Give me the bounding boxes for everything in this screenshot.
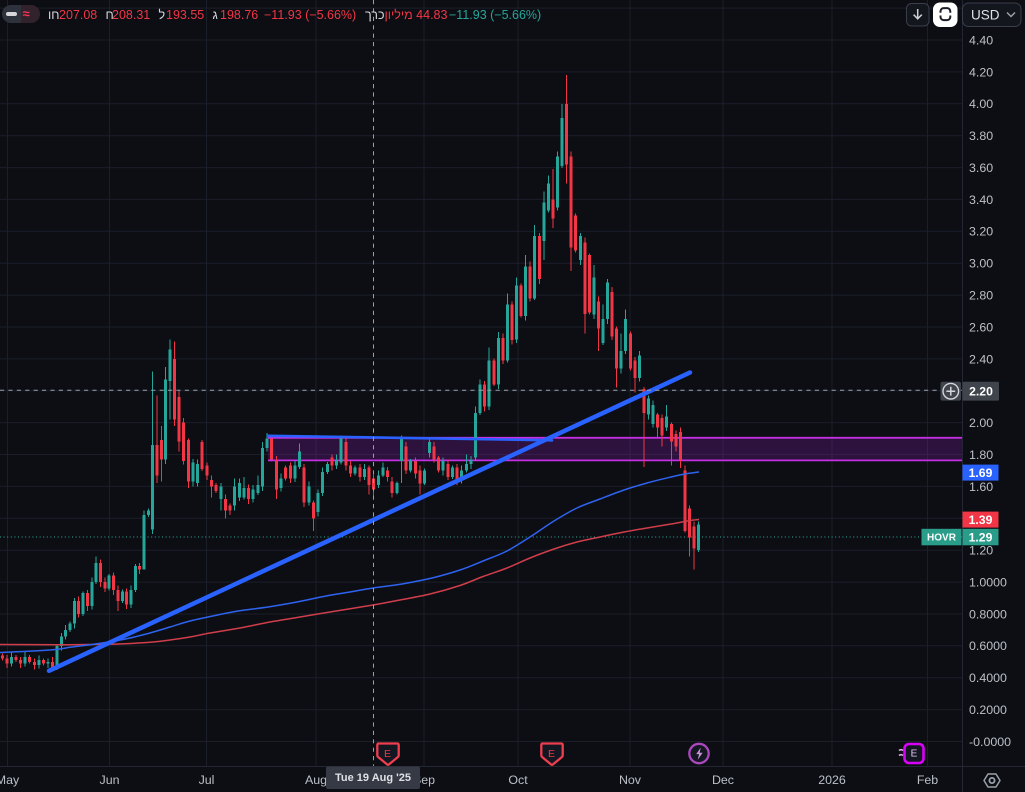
svg-text:Dec: Dec: [712, 773, 734, 787]
svg-text:Nov: Nov: [619, 773, 642, 787]
svg-text:Oct: Oct: [508, 773, 528, 787]
svg-text:1.69: 1.69: [969, 466, 993, 480]
svg-text:USD: USD: [971, 8, 1000, 23]
svg-text:2.60: 2.60: [969, 320, 993, 334]
svg-text:3.00: 3.00: [969, 257, 993, 271]
svg-text:4.00: 4.00: [969, 97, 993, 111]
svg-text:Tue 19 Aug '25: Tue 19 Aug '25: [335, 772, 411, 784]
svg-text:1.60: 1.60: [969, 480, 993, 494]
svg-text:3.40: 3.40: [969, 193, 993, 207]
svg-text:0.4000: 0.4000: [969, 671, 1007, 685]
svg-text:Aug: Aug: [305, 773, 327, 787]
svg-text:4.20: 4.20: [969, 65, 993, 79]
svg-text:2026: 2026: [818, 773, 846, 787]
svg-text:1.20: 1.20: [969, 544, 993, 558]
svg-text:HOVR: HOVR: [927, 533, 957, 544]
svg-text:E: E: [911, 749, 918, 760]
svg-text:-0.0000: -0.0000: [969, 735, 1011, 749]
svg-text:2.20: 2.20: [969, 385, 993, 399]
svg-text:4.40: 4.40: [969, 33, 993, 47]
svg-text:0.2000: 0.2000: [969, 703, 1007, 717]
svg-text:2.00: 2.00: [969, 416, 993, 430]
svg-text:1.39: 1.39: [969, 513, 993, 527]
svg-text:1.0000: 1.0000: [969, 576, 1007, 590]
svg-text:2.40: 2.40: [969, 352, 993, 366]
svg-text:Jul: Jul: [199, 773, 215, 787]
svg-text:3.20: 3.20: [969, 225, 993, 239]
svg-text:3.60: 3.60: [969, 161, 993, 175]
svg-text:2.80: 2.80: [969, 289, 993, 303]
svg-text:E: E: [384, 748, 391, 760]
svg-text:3.80: 3.80: [969, 129, 993, 143]
svg-text:May: May: [0, 773, 20, 787]
svg-text:0.8000: 0.8000: [969, 607, 1007, 621]
svg-text:1.80: 1.80: [969, 448, 993, 462]
svg-text:Feb: Feb: [917, 773, 938, 787]
svg-text:Jun: Jun: [100, 773, 120, 787]
svg-text:E: E: [548, 748, 555, 760]
svg-text:1.29: 1.29: [969, 530, 993, 544]
svg-text:0.6000: 0.6000: [969, 639, 1007, 653]
